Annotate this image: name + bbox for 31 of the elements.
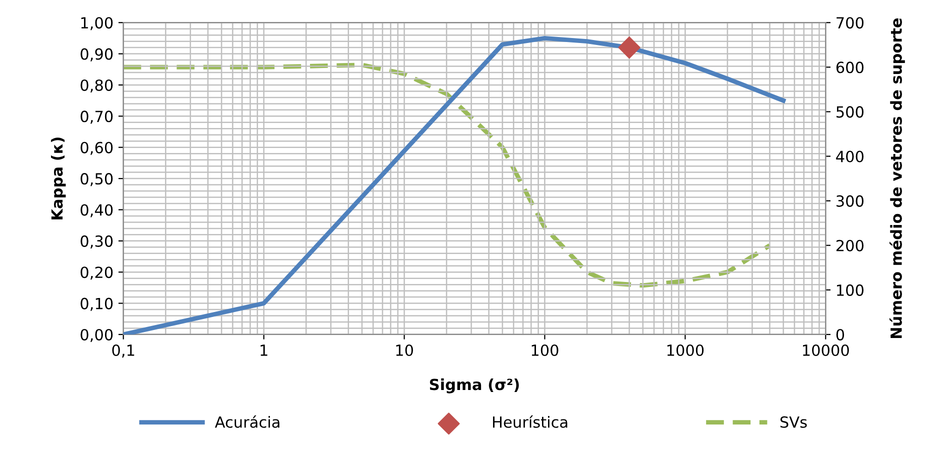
y2-tick-label: 300 — [836, 195, 864, 207]
y2-axis-title: Número médio de vetores de suporte — [890, 18, 905, 338]
y-tick-label: 0,00 — [80, 328, 113, 342]
y-tick-label: 0,10 — [80, 298, 113, 311]
x-tick-label: 0,1 — [112, 344, 134, 358]
y2-tick-label: 200 — [836, 240, 864, 252]
y2-tick-label: 700 — [836, 17, 864, 29]
y-tick-label: 1,00 — [81, 17, 113, 30]
legend-label: SVs — [780, 416, 807, 428]
y-tick-label: 0,20 — [80, 266, 113, 280]
y-tick-label: 0,30 — [80, 235, 113, 248]
y2-tick-label: 0 — [836, 328, 844, 340]
y-tick-label: 0,70 — [80, 110, 113, 124]
x-axis-title: Sigma (σ²) — [430, 378, 519, 394]
y-tick-label: 0,80 — [80, 79, 113, 93]
x-tick-label: 100 — [532, 344, 558, 356]
y-tick-label: 0,40 — [80, 204, 113, 218]
y-tick-label: 0,50 — [80, 173, 113, 186]
legend-label: Heurística — [493, 415, 568, 428]
y-tick-label: 0,60 — [80, 142, 113, 155]
x-tick-label: 1000 — [667, 344, 704, 356]
x-tick-label: 10000 — [803, 344, 849, 356]
y2-tick-label: 600 — [836, 62, 864, 74]
x-tick-label: 1 — [260, 344, 268, 356]
legend-label: Acurácia — [214, 415, 280, 428]
y2-tick-label: 400 — [836, 150, 864, 162]
x-tick-label: 10 — [396, 344, 413, 356]
y-tick-label: 0,90 — [80, 48, 113, 62]
y2-tick-label: 500 — [836, 106, 864, 118]
y2-tick-label: 100 — [837, 284, 864, 296]
y-axis-title: Kappa (κ) — [50, 138, 66, 220]
